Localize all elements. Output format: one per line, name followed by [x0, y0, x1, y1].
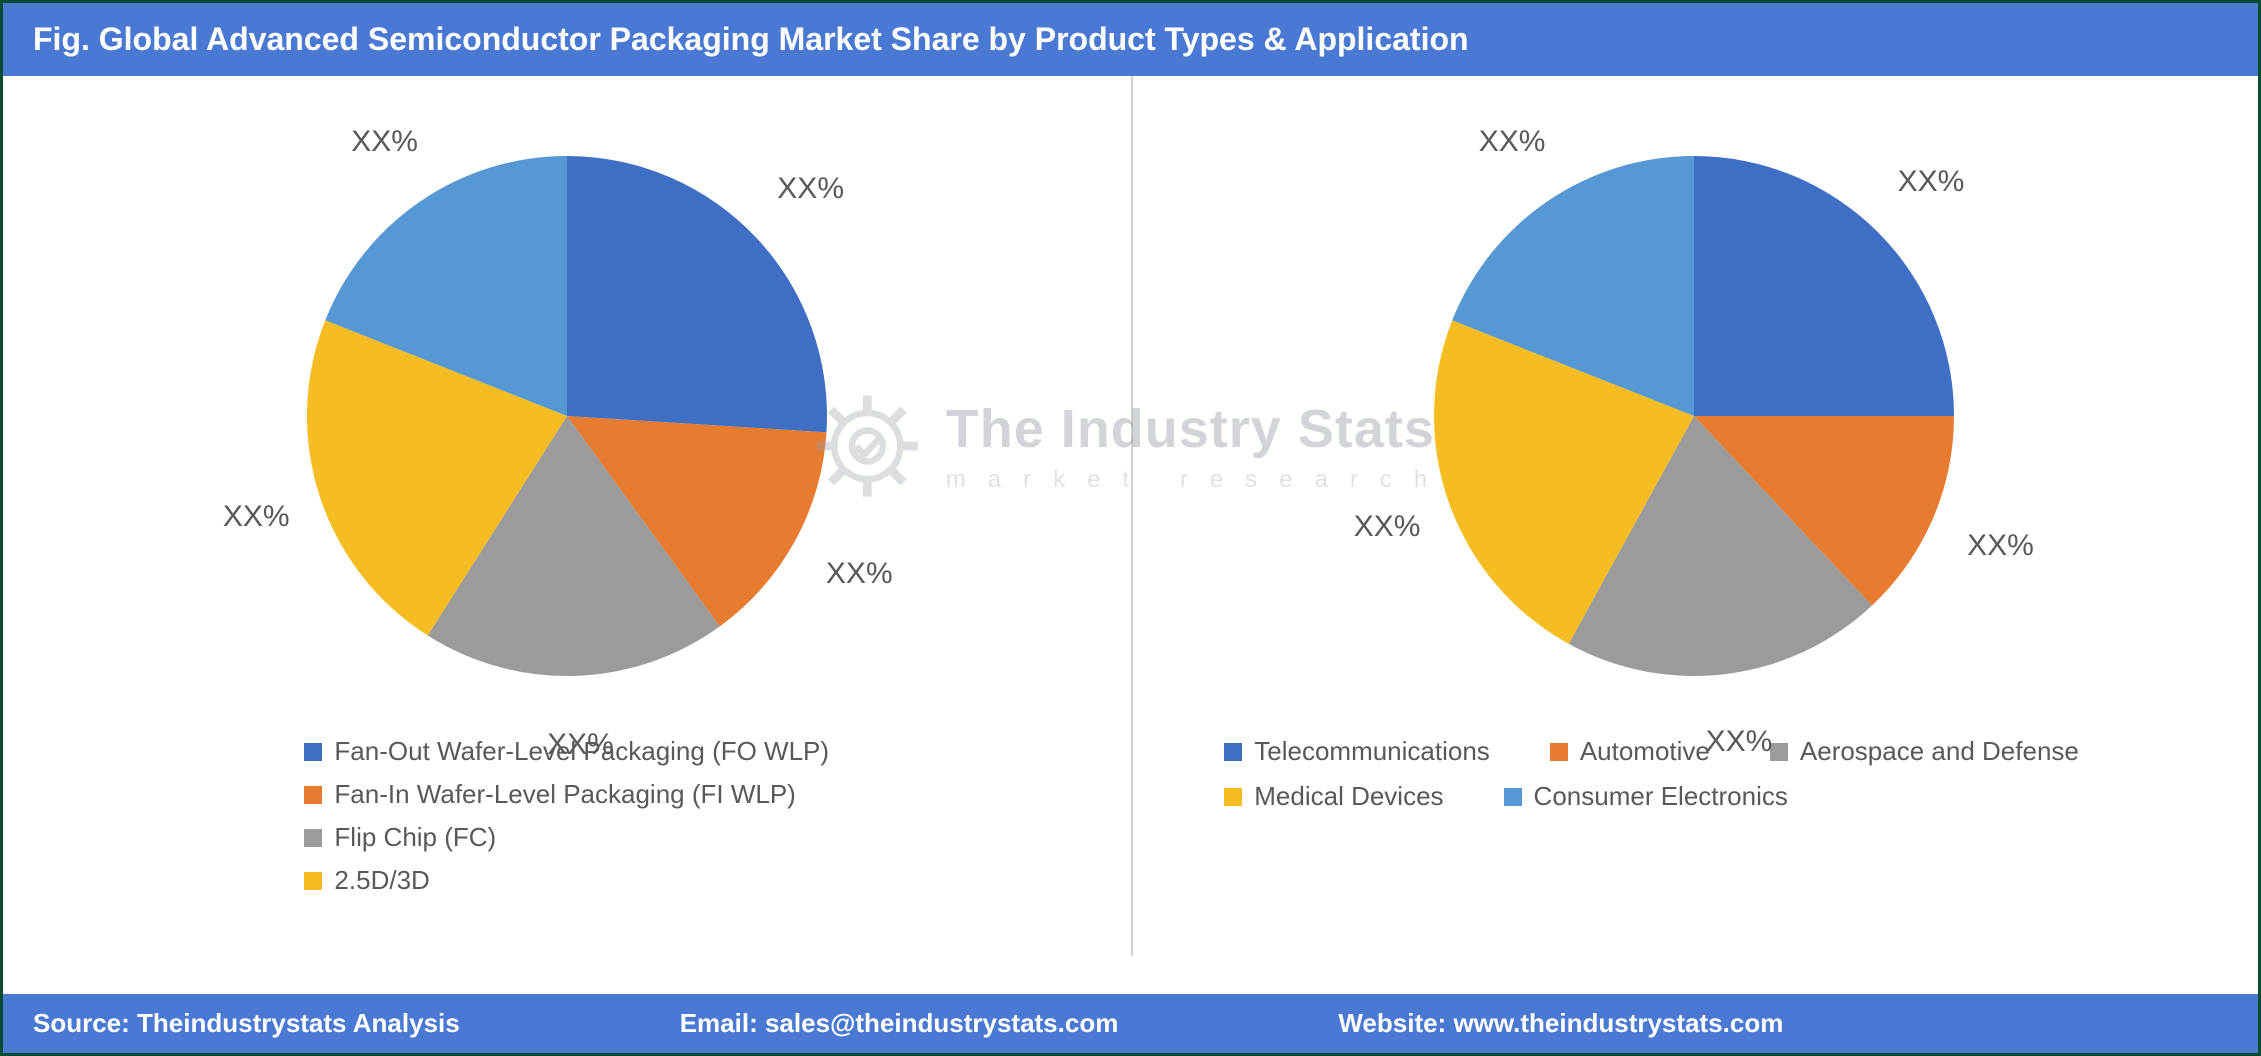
legend-label: Aerospace and Defense: [1800, 736, 2079, 767]
pie-chart-product-types: XX%XX%XX%XX%XX%: [287, 136, 847, 696]
footer-website: Website: www.theindustrystats.com: [1338, 1008, 1783, 1039]
legend-item: 2.5D/3D: [304, 865, 429, 896]
legend-item: Consumer Electronics: [1504, 781, 1788, 812]
legend-applications: Telecommunications Automotive Aerospace an…: [1184, 736, 2204, 812]
footer-email: Email: sales@theindustrystats.com: [680, 1008, 1119, 1039]
figure-title: Fig. Global Advanced Semiconductor Packa…: [3, 3, 2258, 76]
legend-label: Automotive: [1580, 736, 1710, 767]
legend-item: Medical Devices: [1224, 781, 1443, 812]
legend-swatch: [304, 829, 322, 847]
legend-item: Telecommunications: [1224, 736, 1490, 767]
slice-label: XX%: [1898, 165, 1965, 199]
figure-frame: Fig. Global Advanced Semiconductor Packa…: [0, 0, 2261, 1056]
slice-label: XX%: [1967, 529, 2034, 563]
legend-item: Automotive: [1550, 736, 1710, 767]
slice-label: XX%: [1354, 510, 1421, 544]
legend-swatch: [304, 872, 322, 890]
legend-item: Flip Chip (FC): [304, 822, 496, 853]
right-chart-panel: XX%XX%XX%XX%XX% TelecommunicationsAutomo…: [1131, 76, 2259, 956]
legend-swatch: [304, 743, 322, 761]
left-chart-panel: XX%XX%XX%XX%XX% Fan-Out Wafer-Level Pack…: [3, 76, 1131, 956]
legend-label: Flip Chip (FC): [334, 822, 496, 853]
legend-label: 2.5D/3D: [334, 865, 429, 896]
footer-source: Source: Theindustrystats Analysis: [33, 1008, 460, 1039]
slice-label: XX%: [1479, 125, 1546, 159]
legend-label: Fan-In Wafer-Level Packaging (FI WLP): [334, 779, 795, 810]
legend-item: Fan-In Wafer-Level Packaging (FI WLP): [304, 779, 795, 810]
legend-swatch: [1770, 743, 1788, 761]
legend-swatch: [1224, 743, 1242, 761]
charts-row: XX%XX%XX%XX%XX% Fan-Out Wafer-Level Pack…: [3, 76, 2258, 956]
legend-label: Medical Devices: [1254, 781, 1443, 812]
legend-label: Consumer Electronics: [1534, 781, 1788, 812]
legend-label: Telecommunications: [1254, 736, 1490, 767]
slice-label: XX%: [223, 500, 290, 534]
legend-item: Aerospace and Defense: [1770, 736, 2079, 767]
slice-label: XX%: [826, 557, 893, 591]
slice-label: XX%: [547, 728, 614, 762]
slice-label: XX%: [1706, 725, 1773, 759]
legend-swatch: [1550, 743, 1568, 761]
legend-swatch: [1224, 788, 1242, 806]
footer-bar: Source: Theindustrystats Analysis Email:…: [3, 994, 2258, 1053]
legend-swatch: [1504, 788, 1522, 806]
pie-chart-applications: XX%XX%XX%XX%XX%: [1414, 136, 1974, 696]
slice-label: XX%: [777, 172, 844, 206]
legend-swatch: [304, 786, 322, 804]
slice-label: XX%: [351, 125, 418, 159]
